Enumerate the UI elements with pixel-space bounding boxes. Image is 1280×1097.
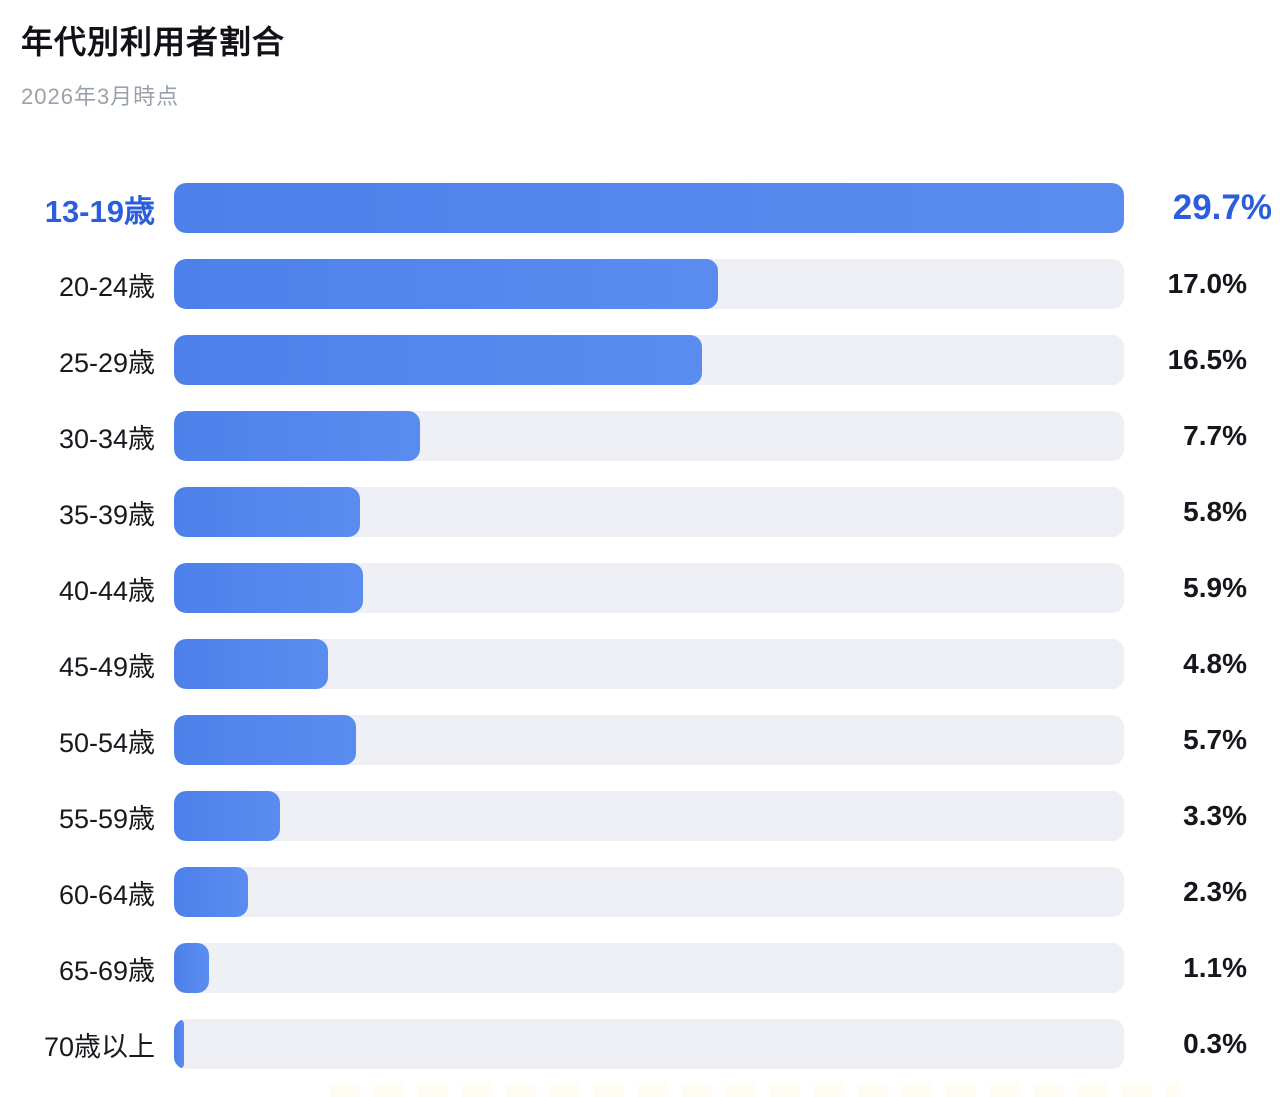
category-label: 60-64歳 bbox=[58, 879, 155, 910]
chart-subtitle: 2026年3月時点 bbox=[21, 84, 180, 109]
bar-fill bbox=[174, 943, 210, 993]
bar-track bbox=[174, 867, 1124, 917]
bar-fill bbox=[174, 335, 702, 385]
chart-row: 40-44歳 5.9% bbox=[0, 563, 1280, 613]
bar-track bbox=[174, 411, 1124, 461]
chart-row: 50-54歳 5.7% bbox=[0, 715, 1280, 765]
category-label: 30-34歳 bbox=[58, 423, 155, 454]
value-label: 5.9% bbox=[1183, 572, 1247, 603]
chart-row: 70歳以上 0.3% bbox=[0, 1019, 1280, 1069]
chart-row: 13-19歳 29.7% bbox=[0, 183, 1280, 233]
chart-row: 55-59歳 3.3% bbox=[0, 791, 1280, 841]
bar-track bbox=[174, 715, 1124, 765]
bar-track bbox=[174, 563, 1124, 613]
category-label: 25-29歳 bbox=[58, 347, 155, 378]
value-label: 4.8% bbox=[1183, 648, 1247, 679]
value-label: 16.5% bbox=[1167, 344, 1247, 375]
category-label: 20-24歳 bbox=[58, 271, 155, 302]
category-label: 13-19歳 bbox=[44, 193, 155, 229]
category-label: 45-49歳 bbox=[58, 651, 155, 682]
value-label: 7.7% bbox=[1183, 420, 1247, 451]
chart-row: 35-39歳 5.8% bbox=[0, 487, 1280, 537]
chart-title: 年代別利用者割合 bbox=[21, 24, 286, 60]
bar-fill bbox=[174, 639, 328, 689]
bar-fill bbox=[174, 791, 280, 841]
category-label: 35-39歳 bbox=[58, 499, 155, 530]
bar-fill bbox=[174, 715, 357, 765]
bar-track bbox=[174, 943, 1124, 993]
value-label: 0.3% bbox=[1183, 1028, 1247, 1059]
bar-track bbox=[174, 335, 1124, 385]
bar-track bbox=[174, 259, 1124, 309]
value-label: 5.7% bbox=[1183, 724, 1247, 755]
bar-fill bbox=[174, 259, 718, 309]
chart-row: 65-69歳 1.1% bbox=[0, 943, 1280, 993]
category-label: 70歳以上 bbox=[43, 1031, 155, 1062]
category-label: 55-59歳 bbox=[58, 803, 155, 834]
chart-row: 60-64歳 2.3% bbox=[0, 867, 1280, 917]
value-label: 3.3% bbox=[1183, 800, 1247, 831]
bar-fill bbox=[174, 867, 248, 917]
value-label: 29.7% bbox=[1172, 188, 1272, 227]
chart-row: 30-34歳 7.7% bbox=[0, 411, 1280, 461]
bar-track bbox=[174, 639, 1124, 689]
category-label: 40-44歳 bbox=[58, 575, 155, 606]
value-label: 2.3% bbox=[1183, 876, 1247, 907]
chart-row: 45-49歳 4.8% bbox=[0, 639, 1280, 689]
decorative-strip bbox=[330, 1084, 1180, 1097]
chart-header: 年代別利用者割合 2026年3月時点 bbox=[0, 22, 1280, 110]
bar-fill bbox=[174, 487, 360, 537]
bar-chart: 13-19歳 29.7% 20-24歳 17.0% 25-29歳 16.5% 30-34歳 7… bbox=[0, 183, 1280, 1069]
bar-fill bbox=[174, 1019, 184, 1069]
chart-row: 25-29歳 16.5% bbox=[0, 335, 1280, 385]
bar-fill bbox=[174, 411, 421, 461]
value-label: 1.1% bbox=[1183, 952, 1247, 983]
category-label: 50-54歳 bbox=[58, 727, 155, 758]
bar-track bbox=[174, 183, 1124, 233]
chart-row: 20-24歳 17.0% bbox=[0, 259, 1280, 309]
bar-track bbox=[174, 487, 1124, 537]
value-label: 5.8% bbox=[1183, 496, 1247, 527]
value-label: 17.0% bbox=[1167, 268, 1247, 299]
bar-fill bbox=[174, 183, 1124, 233]
bar-track bbox=[174, 791, 1124, 841]
bar-track bbox=[174, 1019, 1124, 1069]
bar-fill bbox=[174, 563, 363, 613]
category-label: 65-69歳 bbox=[58, 955, 155, 986]
